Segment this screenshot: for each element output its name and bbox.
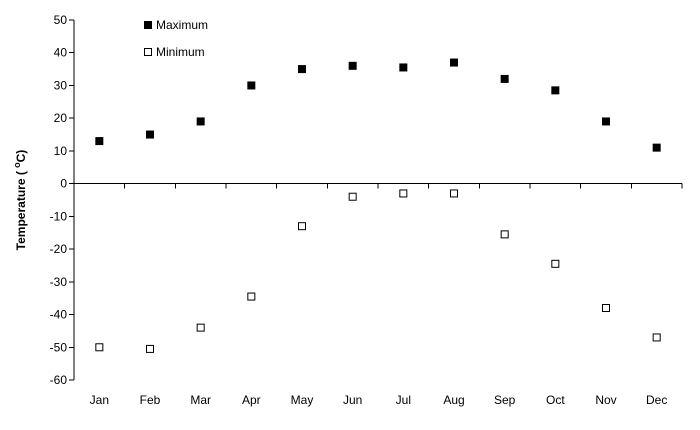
- y-tick-labels: 50 40 30 20 10 0 -10 -20 -30 -40 -50 -60: [50, 13, 68, 387]
- y-tick-label: 10: [54, 144, 68, 158]
- y-axis-title-prefix: Temperature (: [14, 168, 28, 250]
- legend: Maximum Minimum: [144, 18, 208, 59]
- data-markers: [95, 58, 661, 353]
- minimum-marker: [652, 333, 661, 342]
- maximum-marker: [602, 117, 610, 126]
- y-tick-label: -10: [50, 209, 68, 223]
- minimum-marker: [196, 323, 205, 332]
- maximum-marker: [95, 137, 104, 146]
- x-tick-label: May: [291, 393, 314, 407]
- y-tick-label: -60: [50, 373, 68, 387]
- legend-minimum-swatch: [144, 48, 152, 56]
- y-tick-label: -30: [50, 275, 68, 289]
- y-axis-title-superscript: o: [12, 162, 22, 168]
- x-tick-label: Mar: [190, 393, 211, 407]
- minimum-marker: [146, 344, 154, 353]
- y-axis-title-group: Temperature ( oC): [12, 150, 28, 251]
- x-tick-label: Sep: [494, 393, 516, 407]
- legend-maximum-swatch: [144, 21, 152, 29]
- minimum-marker: [348, 192, 357, 201]
- maximum-marker: [652, 143, 661, 152]
- maximum-marker: [399, 63, 408, 72]
- y-tick-label: 40: [54, 46, 68, 60]
- legend-minimum-label: Minimum: [156, 45, 205, 59]
- maximum-marker: [146, 130, 154, 139]
- y-tick-label: 20: [54, 111, 68, 125]
- y-axis-title-unit: C): [14, 150, 28, 163]
- x-tick-label: Jun: [343, 393, 362, 407]
- maximum-marker: [348, 61, 357, 70]
- y-tick-label: -40: [50, 308, 68, 322]
- y-tick-label: -50: [50, 340, 68, 354]
- x-tick-label: Aug: [443, 393, 464, 407]
- x-tick-label: Jul: [396, 393, 411, 407]
- minimum-marker: [247, 292, 256, 301]
- maximum-marker: [247, 81, 256, 90]
- x-tick-labels: Jan Feb Mar Apr May Jun Jul Aug Sep Oct Nov Dec: [90, 393, 668, 407]
- maximum-marker: [298, 65, 306, 74]
- legend-maximum-label: Maximum: [156, 18, 208, 32]
- x-tick-label: Dec: [646, 393, 667, 407]
- minimum-marker: [95, 343, 104, 352]
- x-tick-label: Feb: [140, 393, 161, 407]
- y-tick-label: 50: [54, 13, 68, 27]
- x-tick-label: Oct: [546, 393, 565, 407]
- x-tick-label: Apr: [242, 393, 261, 407]
- y-tick-label: 0: [60, 177, 67, 191]
- axes-layer: [69, 19, 683, 381]
- maximum-marker: [500, 74, 509, 83]
- minimum-marker: [298, 222, 306, 231]
- minimum-marker: [500, 230, 509, 239]
- maximum-marker: [450, 58, 458, 67]
- maximum-marker: [551, 86, 560, 95]
- minimum-marker: [602, 304, 610, 312]
- y-tick-label: -20: [50, 242, 68, 256]
- maximum-marker: [196, 117, 205, 126]
- x-tick-label: Jan: [90, 393, 109, 407]
- y-tick-label: 30: [54, 78, 68, 92]
- minimum-marker: [551, 259, 560, 268]
- minimum-marker: [450, 189, 458, 198]
- y-axis-title: Temperature ( oC): [12, 150, 28, 251]
- minimum-marker: [399, 189, 408, 198]
- x-tick-label: Nov: [595, 393, 616, 407]
